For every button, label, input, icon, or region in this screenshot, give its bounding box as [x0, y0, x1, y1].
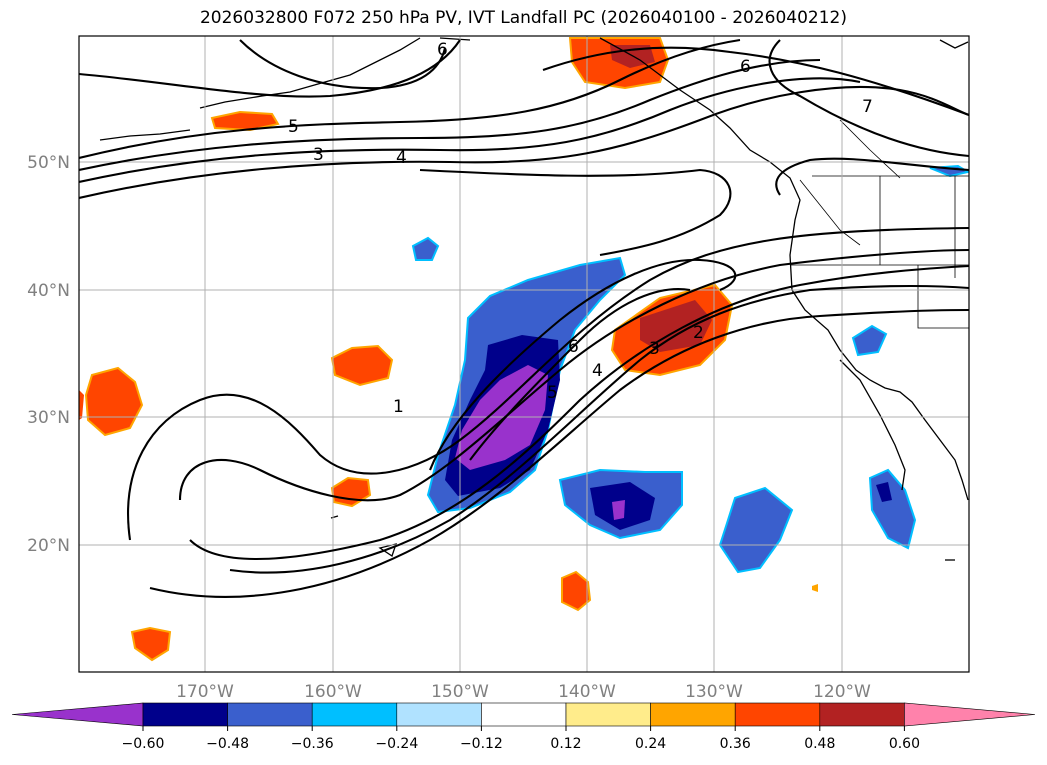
colorbar-segment [904, 702, 1036, 727]
colorbar-segment [650, 702, 736, 727]
anomaly-blob-hawaii [330, 476, 372, 508]
colorbar-tick-label: −0.24 [375, 736, 418, 752]
contour-label: 6 [568, 337, 579, 357]
colorbar-tick-label: −0.36 [291, 736, 334, 752]
map-panel: 1 2 3 4 5 6 7 3 4 5 6 6 [78, 35, 970, 673]
colorbar-segment [227, 702, 313, 727]
ivt-contours [79, 38, 969, 598]
anomaly-blob-aleutian [210, 110, 280, 132]
anomaly-blob-baja [718, 486, 794, 574]
lat-tick-label: 50°N [27, 153, 70, 173]
colorbar-tick-label: 0.12 [550, 736, 581, 752]
lon-tick-label: 120°W [813, 682, 871, 702]
contour-label: 6 [740, 57, 751, 77]
colorbar-tick-label: 0.48 [804, 736, 835, 752]
lat-tick-label: 30°N [27, 408, 70, 428]
colorbar-tick-label: 0.60 [889, 736, 920, 752]
lon-tick-label: 140°W [558, 682, 616, 702]
contour-label: 3 [649, 339, 660, 359]
colorbar-segment [396, 702, 482, 727]
contour-label: 3 [313, 145, 324, 165]
colorbar: −0.60 −0.48 −0.36 −0.24 −0.12 0.12 0.24 0.36 0.4… [11, 702, 1036, 752]
contour-label: 5 [547, 383, 558, 403]
contour-label: 2 [693, 323, 704, 343]
negative-anomaly-fills [411, 164, 969, 574]
colorbar-tick-label: −0.60 [122, 736, 165, 752]
lon-tick-label: 130°W [685, 682, 743, 702]
coastlines [99, 37, 969, 561]
anomaly-blob-west [84, 366, 144, 437]
lat-tick-label: 20°N [27, 536, 70, 556]
colorbar-segment [565, 702, 651, 727]
contour-label: 4 [592, 361, 603, 381]
colorbar-tick-label: −0.12 [460, 736, 503, 752]
lat-tick-label: 40°N [27, 281, 70, 301]
borders [790, 119, 969, 329]
contour-label: 1 [393, 397, 404, 417]
anomaly-blob-south [561, 570, 592, 612]
latitude-labels: 50°N 40°N 30°N 20°N [27, 153, 70, 556]
lon-tick-label: 170°W [176, 682, 234, 702]
contour-label: 4 [396, 148, 407, 168]
contour-labels: 1 2 3 4 5 6 7 3 4 5 6 6 [288, 40, 873, 417]
colorbar-tick-label: 0.24 [635, 736, 666, 752]
colorbar-segment [819, 702, 905, 727]
colorbar-segment [311, 702, 398, 727]
anomaly-blob-southwest [130, 626, 172, 662]
contour-label: 7 [862, 97, 873, 117]
colorbar-tick-label: −0.48 [206, 736, 249, 752]
contour-label: 5 [288, 117, 299, 137]
contour-label: 6 [437, 40, 448, 60]
colorbar-segment [734, 702, 821, 727]
anomaly-blob-california [851, 324, 888, 357]
colorbar-tick-label: 0.36 [720, 736, 751, 752]
anomaly-blob-central [330, 344, 394, 387]
colorbar-segment [142, 702, 228, 727]
longitude-labels: 170°W 160°W 150°W 140°W 130°W 120°W [176, 682, 871, 702]
lon-tick-label: 150°W [431, 682, 489, 702]
colorbar-segment [481, 702, 567, 727]
map-title: 2026032800 F072 250 hPa PV, IVT Landfall… [199, 8, 847, 28]
lon-tick-label: 160°W [304, 682, 362, 702]
colorbar-segment [11, 702, 144, 727]
